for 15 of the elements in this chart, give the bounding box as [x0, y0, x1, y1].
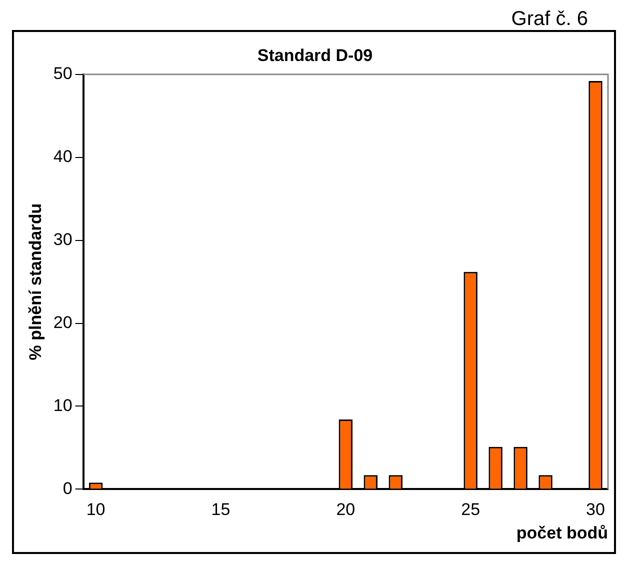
chart-title: Standard D-09: [257, 46, 373, 65]
x-axis-title: počet bodů: [516, 523, 608, 542]
x-tick-label: 25: [461, 500, 480, 520]
y-tick-label: 20: [53, 312, 72, 332]
y-axis-title: % plnění standardu: [26, 203, 45, 360]
x-tick-label: 30: [586, 500, 605, 520]
y-tick-label: 10: [53, 396, 72, 415]
y-tick-label: 0: [62, 478, 72, 498]
y-tick-label: 30: [53, 230, 72, 250]
y-tick-label: 50: [53, 64, 72, 84]
x-tick-label: 20: [336, 500, 356, 520]
x-tick-label: 15: [211, 500, 230, 520]
y-tick-label: 40: [53, 147, 72, 166]
text: Graf č. 6: [510, 8, 589, 30]
x-tick-label: 10: [86, 500, 106, 520]
